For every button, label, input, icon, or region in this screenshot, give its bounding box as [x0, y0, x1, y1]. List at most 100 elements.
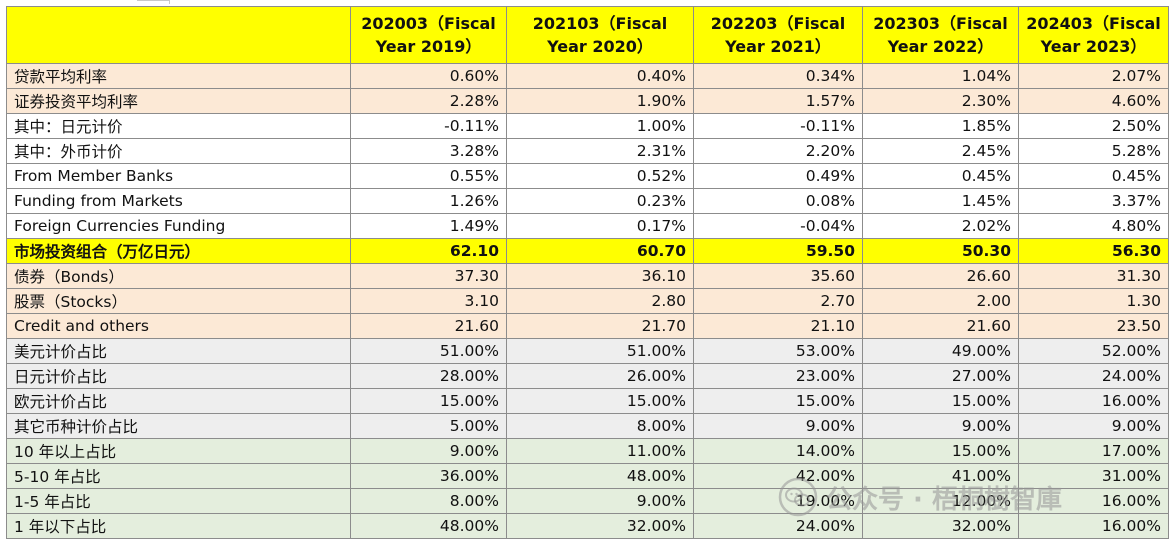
- value-cell[interactable]: 16.00%: [1018, 513, 1169, 539]
- value-cell[interactable]: 24.00%: [693, 513, 863, 539]
- value-cell[interactable]: 0.52%: [506, 163, 694, 189]
- value-cell[interactable]: 5.00%: [350, 413, 507, 439]
- value-cell[interactable]: 2.02%: [862, 213, 1019, 239]
- value-cell[interactable]: 2.45%: [862, 138, 1019, 164]
- value-cell[interactable]: 2.80: [506, 288, 694, 314]
- value-cell[interactable]: -0.04%: [693, 213, 863, 239]
- value-cell[interactable]: 2.28%: [350, 88, 507, 114]
- value-cell[interactable]: 2.00: [862, 288, 1019, 314]
- row-label-cell[interactable]: 其它币种计价占比: [6, 413, 351, 439]
- value-cell[interactable]: 23.00%: [693, 363, 863, 389]
- value-cell[interactable]: 50.30: [862, 238, 1019, 264]
- value-cell[interactable]: 48.00%: [350, 513, 507, 539]
- value-cell[interactable]: 2.50%: [1018, 113, 1169, 139]
- value-cell[interactable]: 17.00%: [1018, 438, 1169, 464]
- value-cell[interactable]: 9.00%: [350, 438, 507, 464]
- value-cell[interactable]: 0.34%: [693, 63, 863, 89]
- row-label-cell[interactable]: 欧元计价占比: [6, 388, 351, 414]
- value-cell[interactable]: 1.26%: [350, 188, 507, 214]
- value-cell[interactable]: 49.00%: [862, 338, 1019, 364]
- value-cell[interactable]: 0.45%: [1018, 163, 1169, 189]
- value-cell[interactable]: 32.00%: [862, 513, 1019, 539]
- value-cell[interactable]: 4.80%: [1018, 213, 1169, 239]
- row-label-cell[interactable]: 股票（Stocks）: [6, 288, 351, 314]
- row-label-cell[interactable]: 日元计价占比: [6, 363, 351, 389]
- value-cell[interactable]: 48.00%: [506, 463, 694, 489]
- value-cell[interactable]: 15.00%: [506, 388, 694, 414]
- value-cell[interactable]: 60.70: [506, 238, 694, 264]
- row-label-cell[interactable]: 美元计价占比: [6, 338, 351, 364]
- value-cell[interactable]: 59.50: [693, 238, 863, 264]
- value-cell[interactable]: 35.60: [693, 263, 863, 289]
- value-cell[interactable]: 15.00%: [693, 388, 863, 414]
- row-label-cell[interactable]: 债券（Bonds）: [6, 263, 351, 289]
- header-cell-fy2020[interactable]: 202103（Fiscal Year 2020）: [506, 6, 694, 64]
- value-cell[interactable]: 1.49%: [350, 213, 507, 239]
- value-cell[interactable]: 19.00%: [693, 488, 863, 514]
- row-label-cell[interactable]: 5-10 年占比: [6, 463, 351, 489]
- row-label-cell[interactable]: Foreign Currencies Funding: [6, 213, 351, 239]
- value-cell[interactable]: 9.00%: [506, 488, 694, 514]
- value-cell[interactable]: 16.00%: [1018, 488, 1169, 514]
- value-cell[interactable]: 1.30: [1018, 288, 1169, 314]
- row-label-cell[interactable]: 1 年以下占比: [6, 513, 351, 539]
- value-cell[interactable]: 0.60%: [350, 63, 507, 89]
- header-cell-fy2019[interactable]: 202003（Fiscal Year 2019）: [350, 6, 507, 64]
- value-cell[interactable]: 27.00%: [862, 363, 1019, 389]
- header-cell-fy2021[interactable]: 202203（Fiscal Year 2021）: [693, 6, 863, 64]
- value-cell[interactable]: 51.00%: [350, 338, 507, 364]
- row-label-cell[interactable]: 10 年以上占比: [6, 438, 351, 464]
- value-cell[interactable]: 0.45%: [862, 163, 1019, 189]
- value-cell[interactable]: 56.30: [1018, 238, 1169, 264]
- value-cell[interactable]: 15.00%: [862, 388, 1019, 414]
- row-label-cell[interactable]: 其中：外币计价: [6, 138, 351, 164]
- value-cell[interactable]: 11.00%: [506, 438, 694, 464]
- value-cell[interactable]: 2.07%: [1018, 63, 1169, 89]
- value-cell[interactable]: 16.00%: [1018, 388, 1169, 414]
- value-cell[interactable]: 8.00%: [506, 413, 694, 439]
- value-cell[interactable]: 36.00%: [350, 463, 507, 489]
- value-cell[interactable]: 3.28%: [350, 138, 507, 164]
- value-cell[interactable]: 1.00%: [506, 113, 694, 139]
- value-cell[interactable]: 9.00%: [693, 413, 863, 439]
- value-cell[interactable]: 21.70: [506, 313, 694, 339]
- value-cell[interactable]: 9.00%: [862, 413, 1019, 439]
- value-cell[interactable]: 52.00%: [1018, 338, 1169, 364]
- value-cell[interactable]: 21.60: [862, 313, 1019, 339]
- header-cell-fy2023[interactable]: 202403（Fiscal Year 2023）: [1018, 6, 1169, 64]
- value-cell[interactable]: 21.10: [693, 313, 863, 339]
- value-cell[interactable]: 26.00%: [506, 363, 694, 389]
- value-cell[interactable]: 62.10: [350, 238, 507, 264]
- header-cell-fy2022[interactable]: 202303（Fiscal Year 2022）: [862, 6, 1019, 64]
- value-cell[interactable]: 1.90%: [506, 88, 694, 114]
- value-cell[interactable]: -0.11%: [350, 113, 507, 139]
- row-label-cell[interactable]: 证券投资平均利率: [6, 88, 351, 114]
- row-label-cell[interactable]: 市场投资组合（万亿日元）: [6, 238, 351, 264]
- value-cell[interactable]: 31.00%: [1018, 463, 1169, 489]
- row-label-cell[interactable]: From Member Banks: [6, 163, 351, 189]
- row-label-cell[interactable]: Credit and others: [6, 313, 351, 339]
- value-cell[interactable]: 2.30%: [862, 88, 1019, 114]
- value-cell[interactable]: 15.00%: [350, 388, 507, 414]
- value-cell[interactable]: 2.31%: [506, 138, 694, 164]
- value-cell[interactable]: 0.23%: [506, 188, 694, 214]
- value-cell[interactable]: 42.00%: [693, 463, 863, 489]
- row-label-cell[interactable]: 贷款平均利率: [6, 63, 351, 89]
- value-cell[interactable]: 0.17%: [506, 213, 694, 239]
- value-cell[interactable]: 2.20%: [693, 138, 863, 164]
- value-cell[interactable]: 53.00%: [693, 338, 863, 364]
- value-cell[interactable]: 5.28%: [1018, 138, 1169, 164]
- value-cell[interactable]: 41.00%: [862, 463, 1019, 489]
- row-label-cell[interactable]: 其中：日元计价: [6, 113, 351, 139]
- value-cell[interactable]: 21.60: [350, 313, 507, 339]
- value-cell[interactable]: 4.60%: [1018, 88, 1169, 114]
- value-cell[interactable]: 1.45%: [862, 188, 1019, 214]
- value-cell[interactable]: 28.00%: [350, 363, 507, 389]
- row-label-cell[interactable]: Funding from Markets: [6, 188, 351, 214]
- value-cell[interactable]: 26.60: [862, 263, 1019, 289]
- value-cell[interactable]: -0.11%: [693, 113, 863, 139]
- value-cell[interactable]: 8.00%: [350, 488, 507, 514]
- value-cell[interactable]: 3.10: [350, 288, 507, 314]
- value-cell[interactable]: 24.00%: [1018, 363, 1169, 389]
- value-cell[interactable]: 37.30: [350, 263, 507, 289]
